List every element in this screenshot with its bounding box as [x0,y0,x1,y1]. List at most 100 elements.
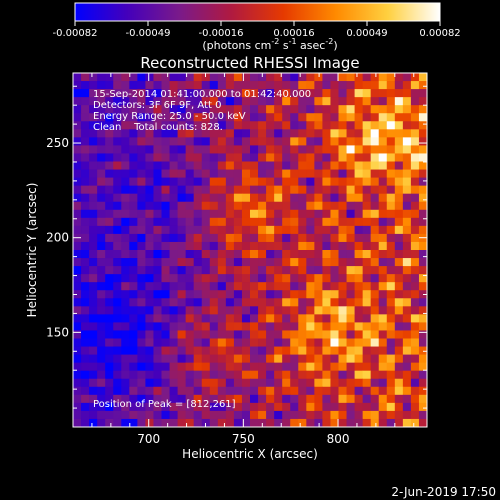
heatmap-cell [153,338,162,347]
heatmap-cell [314,169,323,178]
heatmap-cell [266,258,275,267]
heatmap-cell [258,266,267,275]
heatmap-cell [89,121,98,130]
heatmap-cell [129,402,138,412]
heatmap-cell [145,362,154,372]
heatmap-cell [282,322,291,331]
heatmap-cell [81,129,90,138]
heatmap-cell [161,410,170,420]
heatmap-cell [298,209,307,219]
heatmap-cell [306,129,315,138]
heatmap-cell [354,113,364,122]
heatmap-cell [354,137,364,146]
heatmap-cell [258,314,267,323]
heatmap-cell [290,225,299,235]
heatmap-cell [89,346,98,355]
heatmap-cell [258,322,267,331]
heatmap-cell [386,129,396,138]
heatmap-cell [282,241,291,251]
heatmap-cell [201,97,211,106]
heatmap-cell [177,298,187,307]
heatmap-cell [298,306,307,315]
heatmap-cell [81,370,90,380]
heatmap-cell [137,145,146,154]
heatmap-cell [402,185,412,195]
heatmap-cell [217,410,227,420]
heatmap-cell [209,177,219,187]
heatmap-cell [217,137,227,146]
heatmap-cell [137,129,146,138]
heatmap-cell [185,209,195,219]
heatmap-cell [298,370,307,380]
heatmap-cell [105,73,114,82]
heatmap-cell [330,89,339,98]
heatmap-cell [121,418,130,427]
heatmap-cell [209,145,219,154]
heatmap-cell [282,233,291,243]
heatmap-cell [282,121,291,130]
heatmap-cell [97,177,106,187]
heatmap-cell [81,81,90,90]
heatmap-cell [129,306,138,315]
heatmap-cell [209,185,219,195]
heatmap-cell [330,201,339,211]
y-tick-label: 250 [46,136,69,150]
heatmap-cell [346,282,355,291]
heatmap-cell [266,322,275,331]
heatmap-cell [418,225,427,235]
heatmap-cell [298,241,307,251]
heatmap-cell [250,282,259,291]
heatmap-cell [121,322,130,331]
heatmap-cell [201,137,211,146]
heatmap-cell [217,121,227,130]
heatmap-cell [282,105,291,114]
heatmap-cell [250,89,259,98]
heatmap-cell [418,217,427,227]
heatmap-cell [378,370,388,380]
heatmap-cell [209,137,219,146]
heatmap-cell [193,209,203,219]
heatmap-cell [177,225,187,235]
heatmap-cell [73,250,82,259]
heatmap-cell [153,201,162,211]
heatmap-cell [193,274,203,283]
heatmap-cell [225,306,235,315]
heatmap-cell [386,177,396,187]
heatmap-cell [113,330,122,339]
heatmap-cell [250,121,259,130]
heatmap-cell [89,314,98,323]
heatmap-cell [282,370,291,380]
heatmap-cell [338,201,347,211]
heatmap-cell [370,105,380,114]
heatmap-cell [402,258,412,267]
heatmap-cell [250,73,259,82]
heatmap-cell [322,121,331,130]
heatmap-cell [338,370,347,380]
heatmap-cell [233,225,243,235]
heatmap-cell [346,362,355,372]
heatmap-cell [81,105,90,114]
heatmap-cell [330,209,339,219]
annotation-counts: Clean Total counts: 828. [93,122,223,133]
heatmap-cell [153,89,162,98]
heatmap-cell [193,338,203,347]
heatmap-cell [394,362,404,372]
heatmap-cell [209,169,219,178]
heatmap-cell [137,153,146,162]
heatmap-cell [338,354,347,364]
heatmap-cell [274,314,283,323]
heatmap-cell [225,161,235,170]
heatmap-cell [330,394,339,404]
heatmap-cell [274,137,283,146]
heatmap-cell [81,250,90,259]
heatmap-cell [370,209,380,219]
heatmap-cell [346,121,355,130]
heatmap-cell [354,266,364,275]
heatmap-cell [266,193,275,203]
heatmap-cell [266,89,275,98]
heatmap-cell [354,250,364,259]
heatmap-cell [266,314,275,323]
heatmap-cell [177,193,187,203]
heatmap-cell [121,129,130,138]
heatmap-cell [169,274,178,283]
